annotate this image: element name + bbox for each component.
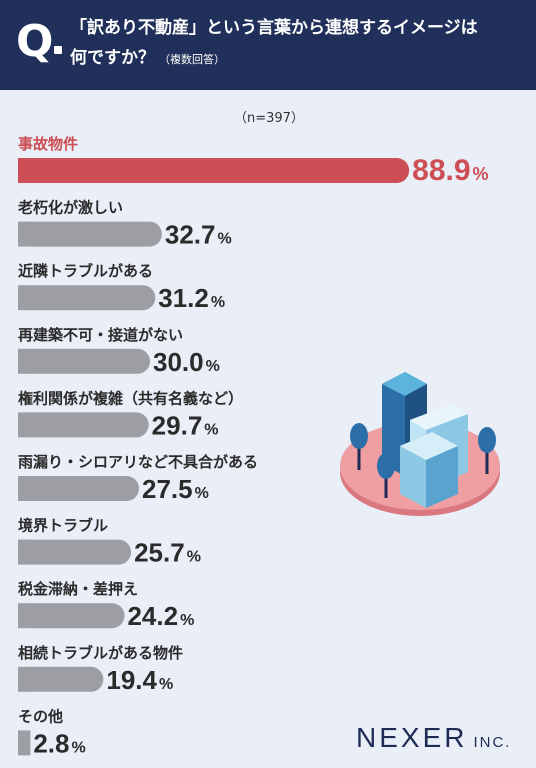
category-label: 事故物件: [18, 135, 78, 153]
question-note: （複数回答）: [159, 53, 225, 66]
bar-left-cap: [18, 285, 31, 311]
value-number: 27.5: [142, 474, 193, 504]
category-label: 税金滞納・差押え: [18, 580, 138, 598]
value-unit: %: [159, 676, 173, 693]
bar-left-cap: [18, 221, 31, 247]
brand-suffix: INC.: [473, 734, 512, 751]
value-label: 29.7%: [152, 410, 219, 440]
buildings-illustration: [340, 372, 500, 516]
value-number: 32.7: [165, 220, 216, 250]
bar: [18, 476, 139, 501]
value-number: 2.8: [33, 728, 69, 758]
value-label: 30.0%: [153, 347, 220, 377]
value-unit: %: [211, 294, 225, 311]
value-number: 24.2: [127, 601, 178, 631]
value-number: 88.9: [412, 154, 470, 187]
bar: [18, 285, 156, 311]
category-label: 相続トラブルがある物件: [18, 644, 183, 662]
value-unit: %: [71, 739, 85, 756]
bar: [18, 158, 410, 183]
brand-name: NEXER: [356, 722, 468, 753]
value-number: 19.4: [106, 665, 157, 695]
question-header: Q 「訳あり不動産」という言葉から連想するイメージは 何ですか？ （複数回答）: [0, 0, 536, 90]
bar-left-cap: [18, 476, 31, 501]
bar-left-cap: [18, 539, 31, 565]
value-label: 32.7%: [165, 220, 232, 250]
bar-left-cap: [18, 158, 31, 183]
brand-logo: NEXER INC.: [356, 722, 511, 754]
value-label: 25.7%: [134, 538, 201, 568]
bar: [18, 666, 104, 692]
bars-group: 事故物件 88.9 % 老朽化が激しい 32.7 % 近隣トラブルがある 31.2 % 再建築不可…: [17, 135, 489, 758]
value-label: 88.9%: [412, 154, 488, 187]
question-text-2: 何ですか？: [70, 48, 155, 68]
value-unit: %: [217, 231, 231, 248]
bar-left-cap: [18, 666, 31, 692]
category-label: 近隣トラブルがある: [18, 262, 153, 280]
bar-left-cap: [18, 730, 31, 756]
value-label: 31.2%: [158, 283, 225, 313]
bar-left-cap: [18, 603, 31, 629]
bar-left-cap: [18, 412, 31, 438]
value-label: 2.8%: [33, 728, 85, 758]
bar: [18, 603, 125, 629]
value-label: 24.2%: [127, 601, 194, 631]
q-mark: Q: [16, 16, 54, 67]
value-unit: %: [187, 549, 201, 566]
value-unit: %: [204, 421, 218, 438]
category-label: その他: [18, 707, 63, 725]
value-number: 29.7: [152, 410, 203, 440]
bar: [18, 348, 150, 374]
question-line-1: 「訳あり不動産」という言葉から連想するイメージは: [70, 18, 478, 38]
category-label: 老朽化が激しい: [17, 199, 123, 217]
bar: [18, 221, 162, 247]
question-line-2: 何ですか？ （複数回答）: [70, 43, 225, 68]
value-number: 31.2: [158, 283, 209, 313]
value-label: 27.5%: [142, 474, 209, 504]
q-dot: [54, 46, 62, 54]
value-number: 25.7: [134, 538, 185, 568]
category-label: 再建築不可・接道がない: [18, 326, 183, 344]
sample-size: （n=397）: [234, 111, 304, 126]
value-unit: %: [195, 485, 209, 502]
value-unit: %: [473, 164, 489, 184]
value-unit: %: [180, 612, 194, 629]
category-label: 雨漏り・シロアリなど不具合がある: [18, 453, 258, 471]
bar-left-cap: [18, 348, 31, 374]
category-label: 境界トラブル: [18, 517, 108, 535]
value-label: 19.4%: [106, 665, 173, 695]
bar: [18, 539, 132, 565]
category-label: 権利関係が複雑（共有名義など）: [18, 389, 243, 407]
value-unit: %: [206, 358, 220, 375]
value-number: 30.0: [153, 347, 204, 377]
bar: [18, 412, 149, 438]
